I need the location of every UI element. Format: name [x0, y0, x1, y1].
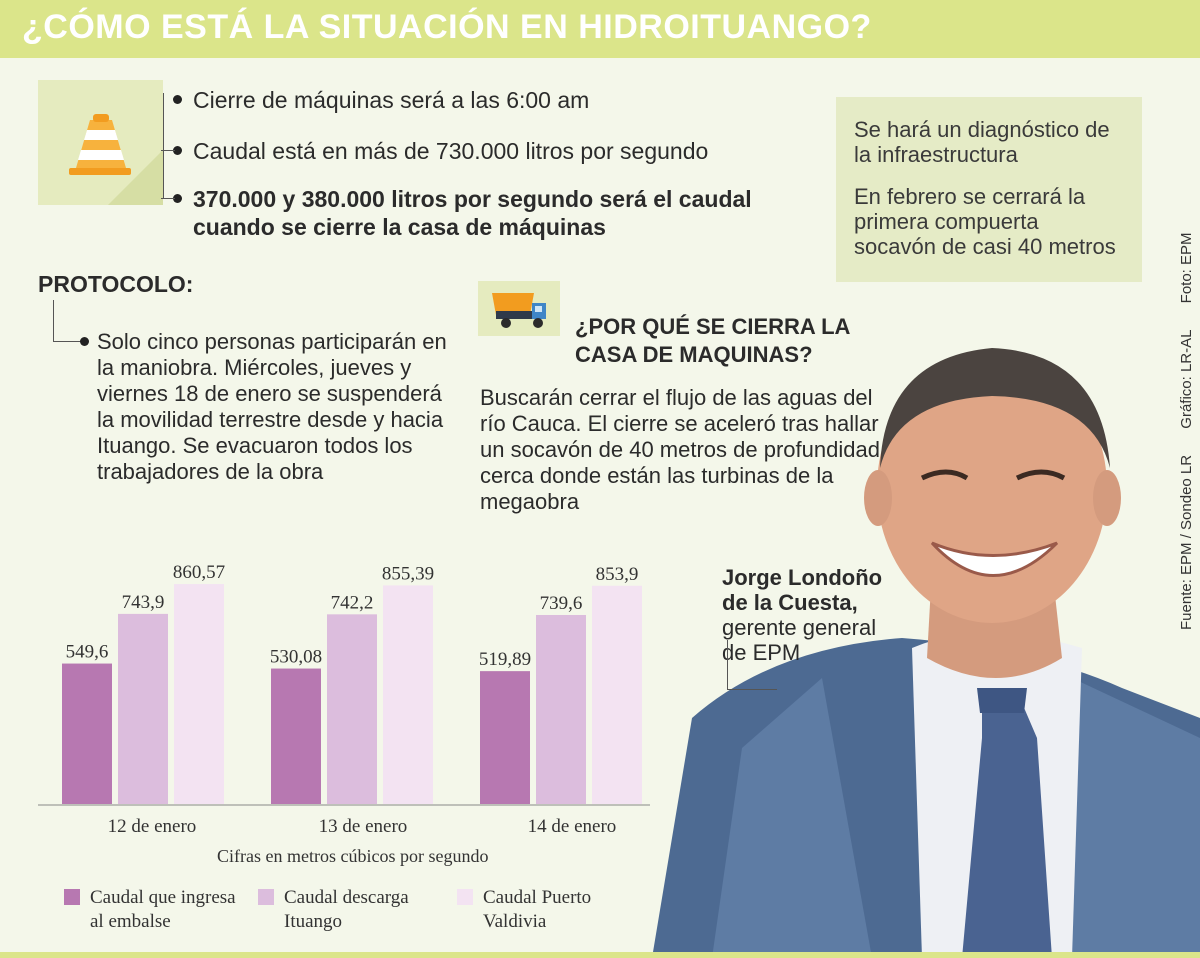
bar-value-label: 519,89 — [479, 649, 531, 670]
person-photo — [652, 318, 1200, 958]
dump-truck-icon — [478, 281, 560, 336]
bar-1 — [271, 668, 321, 804]
bar-value-label: 853,9 — [596, 564, 639, 585]
x-tick-label: 13 de enero — [318, 816, 408, 837]
credits: Fuente: EPM / Sondeo LR Gráfico: LR-AL F… — [1178, 210, 1195, 630]
protocol-title: PROTOCOLO: — [38, 271, 194, 297]
person-name-line1: Jorge Londoño — [722, 565, 883, 590]
legend-label: Caudal Puerto Valdivia — [483, 887, 592, 932]
bar-value-label: 855,39 — [382, 563, 434, 584]
bullet-text: 370.000 y 380.000 litros por segundo ser… — [193, 186, 752, 240]
bullet-text: Cierre de máquinas será a las 6:00 am — [193, 87, 590, 113]
title-bar: ¿CÓMO ESTÁ LA SITUACIÓN EN HIDROITUANGO? — [0, 0, 1200, 58]
bar-2 — [536, 614, 586, 804]
bar-value-label: 743,9 — [122, 592, 165, 613]
legend-label: Caudal que ingresa al embalse — [90, 887, 236, 932]
person-name-line2: de la Cuesta, — [722, 590, 858, 615]
bar-2 — [118, 613, 168, 804]
x-tick-label: 14 de enero — [527, 816, 617, 837]
bar-value-label: 860,57 — [173, 562, 225, 583]
protocol-text: Solo cinco personas participarán en la m… — [97, 329, 447, 484]
traffic-cone-icon — [38, 80, 163, 205]
x-tick-label: 12 de enero — [107, 816, 197, 837]
legend-label: Caudal descarga Ituango — [284, 887, 409, 932]
legend-swatch — [457, 889, 473, 905]
person-caption: Jorge Londoño de la Cuesta, gerente gene… — [722, 565, 882, 665]
bullet-text: Caudal está en más de 730.000 litros por… — [193, 138, 709, 164]
credit-graphic: Gráfico: LR-AL — [1178, 329, 1195, 429]
bar-chart: 549,6 743,9 860,57 530,08 742,2 855,39 519,89 7… — [38, 562, 650, 806]
bar-3 — [174, 584, 224, 804]
chart-units-note: Cifras en metros cúbicos por segundo — [217, 846, 489, 866]
bar-2 — [327, 614, 377, 804]
legend-swatch — [64, 889, 80, 905]
bullet-item: Cierre de máquinas será a las 6:00 am — [173, 86, 590, 114]
page-title: ¿CÓMO ESTÁ LA SITUACIÓN EN HIDROITUANGO? — [22, 8, 872, 46]
bullets-connector — [163, 93, 177, 198]
legend-item: Caudal que ingresa al embalse — [64, 886, 250, 934]
credit-source: Fuente: EPM / Sondeo LR — [1178, 454, 1195, 630]
bar-value-label: 530,08 — [270, 647, 322, 668]
diagnosis-note: Se hará un diagnóstico de la infraestruc… — [836, 97, 1142, 282]
bar-1 — [480, 671, 530, 804]
bullet-item: Caudal está en más de 730.000 litros por… — [161, 137, 709, 165]
bar-value-label: 739,6 — [540, 593, 583, 614]
protocol-connector — [53, 300, 81, 342]
legend-item: Caudal Puerto Valdivia — [457, 886, 643, 934]
person-role-line1: gerente general — [722, 615, 877, 640]
bar-value-label: 742,2 — [331, 592, 374, 613]
bar-value-label: 549,6 — [66, 642, 109, 663]
why-text: Buscarán cerrar el flujo de las aguas de… — [480, 385, 880, 514]
bottom-bar — [0, 952, 1200, 958]
person-role-line2: de EPM — [722, 640, 801, 665]
why-title: ¿POR QUÉ SE CIERRA LA CASA DE MAQUINAS? — [575, 314, 850, 367]
bullet-item: 370.000 y 380.000 litros por segundo ser… — [161, 185, 793, 241]
protocol-bullet — [80, 337, 89, 346]
legend-item: Caudal descarga Ituango — [258, 886, 444, 934]
note-paragraph: En febrero se cerrará la primera compuer… — [854, 184, 1116, 259]
bar-1 — [62, 663, 112, 804]
note-paragraph: Se hará un diagnóstico de la infraestruc… — [854, 117, 1110, 167]
legend-swatch — [258, 889, 274, 905]
credit-photo: Foto: EPM — [1178, 232, 1195, 304]
caption-connector — [727, 640, 777, 690]
bar-3 — [383, 585, 433, 804]
bar-3 — [592, 585, 642, 804]
